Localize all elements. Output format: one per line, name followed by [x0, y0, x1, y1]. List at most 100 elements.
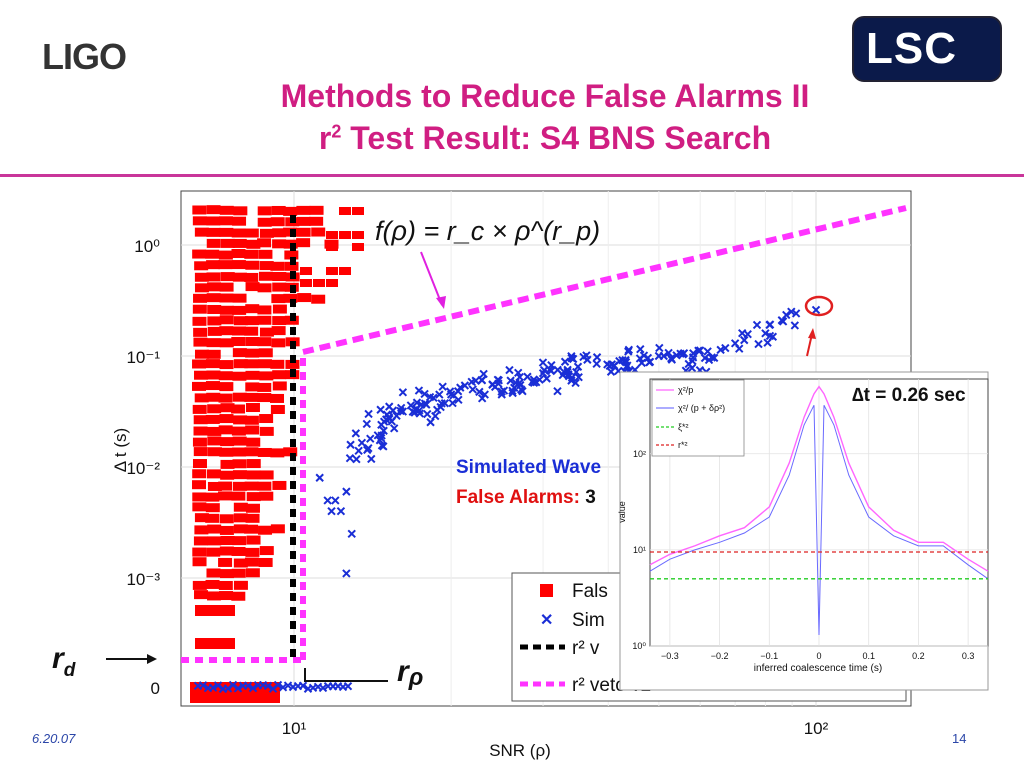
- false-alarms-count: 3: [585, 487, 596, 508]
- false-alarm-marker: [233, 206, 248, 216]
- main-x-tick-label: 10²: [804, 719, 829, 738]
- simulated-marker: [529, 378, 539, 387]
- simulated-marker: [606, 367, 616, 376]
- false-alarm-marker: [207, 316, 222, 326]
- false-alarm-marker: [326, 243, 338, 251]
- simulated-marker: [377, 441, 387, 450]
- false-alarm-marker: [233, 580, 248, 590]
- false-alarm-marker: [246, 535, 261, 545]
- false-alarm-marker: [245, 403, 260, 413]
- simulated-marker: [382, 410, 392, 419]
- false-alarm-marker: [296, 216, 311, 226]
- false-alarm-marker: [195, 605, 235, 616]
- false-alarm-marker: [272, 370, 287, 380]
- simulated-marker: [213, 681, 223, 690]
- veto-lines-layer: [181, 205, 907, 663]
- simulated-marker: [763, 338, 772, 347]
- false-alarm-marker: [245, 337, 260, 347]
- simulated-marker: [354, 446, 363, 455]
- false-alarm-marker: [272, 239, 287, 249]
- false-alarm-marker: [259, 546, 274, 556]
- false-alarm-marker: [309, 216, 324, 226]
- simulated-marker: [560, 357, 570, 366]
- false-alarm-marker: [194, 370, 209, 380]
- false-alarm-marker: [219, 591, 234, 601]
- false-alarm-marker: [194, 349, 209, 359]
- inset-legend-label-3: ξ*²: [678, 422, 689, 432]
- title-divider: [0, 174, 1024, 177]
- simulated-marker: [571, 378, 580, 388]
- main-tick-labels: 10⁰ 10⁻¹ 10⁻² 10⁻³ 0 10¹ 10²: [126, 237, 828, 738]
- simulated-marker: [432, 405, 442, 415]
- simulated-marker: [488, 380, 497, 389]
- false-alarm-marker: [231, 546, 246, 556]
- simulated-marker: [721, 343, 730, 353]
- false-alarm-marker: [192, 381, 207, 391]
- inset-y-tick-label: 10⁰: [632, 641, 646, 651]
- false-alarm-marker: [245, 547, 260, 557]
- false-alarm-marker: [244, 326, 259, 336]
- inset-legend-label-4: r*²: [678, 440, 688, 450]
- false-alarm-marker: [258, 557, 273, 567]
- simulated-marker: [357, 438, 367, 448]
- simulated-marker: [791, 309, 801, 318]
- false-alarm-marker: [272, 480, 287, 490]
- simulated-marker: [695, 346, 705, 355]
- false-alarm-marker: [296, 205, 311, 215]
- false-alarm-marker: [232, 348, 247, 358]
- simulated-marker: [538, 358, 548, 367]
- false-alarm-marker: [352, 231, 364, 239]
- main-y-tick-label: 10⁻³: [126, 570, 160, 589]
- simulated-marker: [453, 387, 463, 396]
- false-alarm-marker: [232, 459, 247, 469]
- simulated-marker: [592, 359, 601, 369]
- false-alarm-marker: [245, 304, 260, 314]
- false-alarm-marker: [218, 371, 233, 381]
- main-y-tick-label: 0: [151, 679, 160, 698]
- false-alarm-marker: [232, 305, 247, 315]
- false-alarm-marker: [193, 327, 208, 337]
- false-alarm-marker: [259, 426, 274, 436]
- false-alarm-marker: [233, 558, 248, 568]
- rp-label: rρ: [397, 655, 423, 691]
- simulated-marker: [545, 365, 555, 374]
- inset-y-label: value: [617, 501, 627, 523]
- slide-title-line1: Methods to Reduce False Alarms II: [280, 78, 810, 114]
- false-alarm-marker: [192, 580, 207, 590]
- simulated-marker: [610, 361, 619, 370]
- simulated-marker: [392, 411, 401, 421]
- false-alarm-marker: [232, 216, 247, 226]
- false-alarm-marker: [194, 525, 209, 535]
- false-alarm-marker: [219, 227, 234, 237]
- lsc-logo-text: LSC: [866, 24, 957, 73]
- legend-veto1-label: r² v: [572, 638, 600, 659]
- inset-x-tick-label: −0.1: [760, 651, 778, 661]
- false-alarm-marker: [258, 348, 273, 358]
- false-alarm-marker: [297, 293, 312, 303]
- simulated-marker: [558, 370, 567, 380]
- false-alarm-marker: [218, 250, 233, 260]
- simulated-marker: [664, 348, 673, 358]
- false-alarm-marker: [205, 579, 220, 589]
- false-alarm-marker: [300, 267, 312, 275]
- false-alarm-marker: [283, 447, 298, 457]
- false-alarm-marker: [206, 349, 221, 359]
- false-alarm-marker: [257, 481, 272, 491]
- simulated-marker: [389, 424, 399, 433]
- false-alarm-marker: [257, 217, 272, 227]
- false-alarm-marker: [193, 293, 208, 303]
- false-alarm-marker: [205, 492, 220, 502]
- false-alarm-marker: [296, 238, 311, 248]
- simulated-marker: [406, 401, 416, 410]
- simulated-marker: [345, 454, 355, 463]
- false-alarm-marker: [339, 207, 351, 215]
- false-alarm-marker: [259, 327, 274, 337]
- simulated-marker: [385, 402, 394, 411]
- false-alarm-marker: [232, 436, 247, 446]
- false-alarm-marker: [271, 326, 286, 336]
- false-alarm-marker: [244, 447, 259, 457]
- simulated-marker: [342, 569, 351, 578]
- simulated-marker: [542, 374, 551, 383]
- false-alarm-marker: [206, 469, 221, 479]
- rd-label-sub: d: [64, 660, 76, 681]
